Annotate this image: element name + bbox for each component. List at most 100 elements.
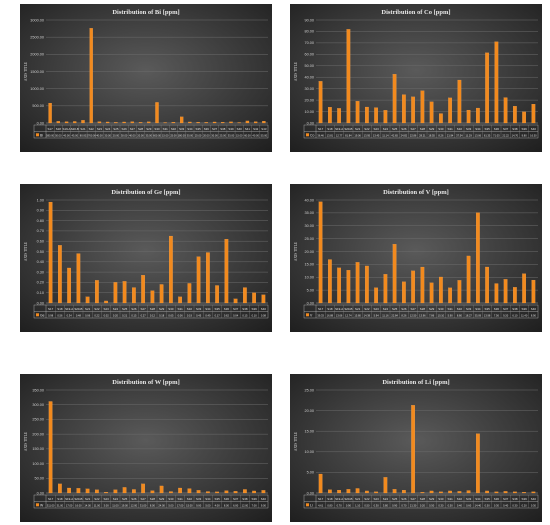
data-label: 0.20: [420, 503, 426, 507]
data-label: 37.54: [456, 133, 463, 137]
data-label: 28.21: [419, 133, 426, 137]
y-tick-label: 0.00: [37, 491, 44, 495]
x-tick-label: S20-B: [71, 127, 79, 131]
chart-title: Distribution of Li [ppm]: [382, 379, 449, 386]
data-label: 0.18: [159, 313, 165, 317]
bar: [328, 489, 332, 494]
bar: [104, 492, 108, 494]
x-tick-label: S29: [159, 307, 165, 311]
bar: [448, 490, 452, 494]
y-tick-label: 30.00: [304, 224, 314, 228]
y-tick-label: 20.00: [304, 409, 314, 413]
bar: [383, 477, 388, 494]
data-label: 0.21: [122, 313, 128, 317]
bar: [132, 287, 136, 304]
bar: [221, 122, 225, 124]
legend-series-name: V: [310, 313, 313, 317]
legend-swatch: [306, 313, 309, 317]
chart-svg: Distribution of Bi [ppm] AXIS TITLE 0.00 50…: [20, 4, 272, 152]
x-tick-label: S23: [104, 307, 110, 311]
bar: [485, 266, 489, 304]
x-tick-label: S23: [374, 127, 380, 131]
x-tick-label: S38: [242, 307, 248, 311]
y-axis-label: AXIS TITLE: [294, 61, 298, 81]
x-tick-label: S34: [187, 127, 193, 131]
data-label: 36.46: [317, 133, 324, 137]
data-label: 40.00: [252, 133, 259, 137]
y-tick-label: 0.00: [307, 121, 314, 125]
x-tick-label: S35: [215, 497, 221, 501]
x-tick-label: S33: [466, 307, 472, 311]
bar: [163, 122, 167, 124]
bar: [402, 94, 406, 124]
x-tick-label: S23: [374, 497, 380, 501]
data-label: 3.00: [104, 503, 110, 507]
x-tick-label: S38: [220, 127, 226, 131]
x-tick-label: S43: [261, 127, 267, 131]
bar: [485, 52, 489, 124]
data-label: 22.84: [391, 313, 398, 317]
x-tick-label: S25: [113, 127, 119, 131]
bar: [237, 122, 241, 124]
y-tick-label: 10.00: [304, 110, 314, 114]
x-tick-label: S25: [392, 307, 398, 311]
y-tick-label: 150.00: [32, 447, 44, 451]
x-tick-label: S36: [494, 307, 500, 311]
bar: [178, 296, 182, 304]
y-tick-label: 500.00: [32, 104, 44, 108]
bar: [485, 490, 489, 494]
data-label: 11.00: [94, 503, 101, 507]
y-tick-label: 25.00: [304, 388, 314, 392]
bar: [522, 111, 526, 124]
bar: [245, 120, 250, 124]
bar: [513, 491, 517, 494]
legend-swatch: [306, 133, 309, 137]
data-label: 14.38: [364, 313, 371, 317]
data-label: 31.00: [140, 503, 147, 507]
x-tick-label: S24: [383, 127, 389, 131]
x-tick-label: S32: [187, 307, 193, 311]
chart-background: [20, 4, 272, 152]
bar: [114, 122, 118, 124]
data-label: 11.00: [112, 503, 119, 507]
data-label: 24.00: [158, 503, 165, 507]
x-tick-label: S27: [141, 307, 147, 311]
y-tick-label: 0.80: [37, 219, 44, 223]
data-label: 18.27: [465, 313, 472, 317]
bar: [522, 273, 526, 304]
data-label: 12.00: [131, 503, 138, 507]
data-label: 0.65: [168, 313, 174, 317]
data-label: 13.06: [475, 133, 482, 137]
data-label: 40.00: [129, 133, 136, 137]
x-tick-label: S18: [57, 307, 63, 311]
data-label: 11.29: [465, 133, 472, 137]
x-tick-label: S25: [392, 497, 398, 501]
x-tick-label: S32: [187, 497, 193, 501]
x-tick-label: S31: [178, 497, 184, 501]
legend-series-name: W: [40, 503, 44, 507]
data-label: 0.10: [252, 313, 258, 317]
x-tick-label: S19-A: [65, 307, 73, 311]
data-label: 0.19: [187, 313, 193, 317]
bar: [513, 106, 517, 124]
legend-swatch: [36, 313, 39, 317]
y-tick-label: 5.00: [307, 471, 314, 475]
data-label: 8.00: [150, 503, 156, 507]
x-tick-label: S37: [212, 127, 218, 131]
y-tick-label: 0.50: [37, 250, 44, 254]
x-tick-label: S33: [196, 497, 202, 501]
x-tick-label: S29: [429, 497, 435, 501]
x-tick-label: S29: [429, 127, 435, 131]
x-tick-label: S40: [531, 127, 537, 131]
data-label: 13.45: [373, 133, 380, 137]
x-tick-label: S20-B: [344, 307, 352, 311]
bar: [494, 283, 499, 304]
bar: [64, 121, 69, 124]
y-tick-label: 350.00: [32, 388, 44, 392]
y-tick-label: 90.00: [304, 18, 314, 22]
x-tick-label: S22: [364, 497, 370, 501]
y-tick-label: 0.60: [37, 240, 44, 244]
chart-background: [20, 374, 272, 522]
data-label: 0.60: [466, 503, 472, 507]
x-tick-label: S18: [327, 497, 333, 501]
